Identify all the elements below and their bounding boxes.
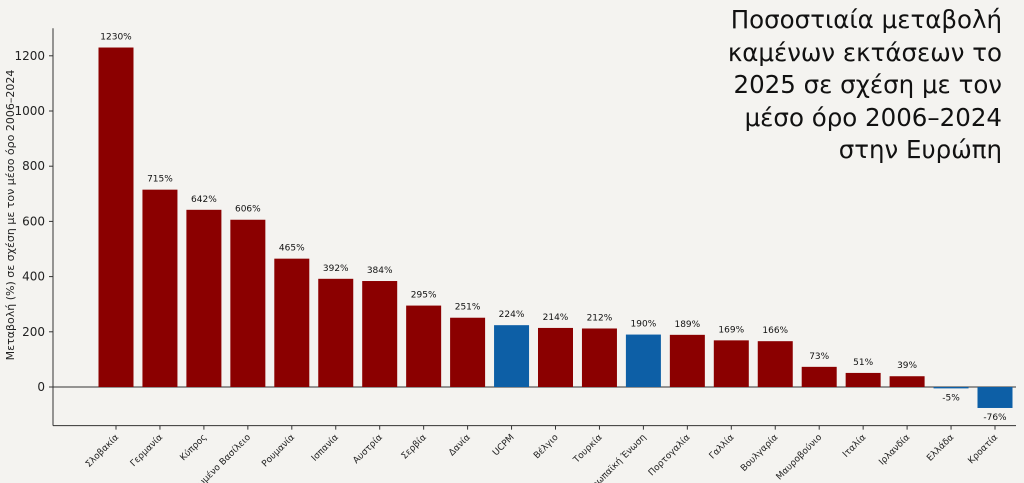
bar (450, 317, 486, 387)
x-tick-label: Γαλλία (708, 433, 737, 462)
bar (625, 334, 661, 387)
bar-value-label: 212% (587, 313, 613, 323)
bar-value-label: 392% (323, 264, 349, 274)
x-tick-label: UCPM (491, 433, 517, 459)
bar-value-label: -76% (983, 413, 1007, 423)
y-axis: 0 200 400 600 800 1000 1200 (14, 28, 54, 426)
chart-title-line: καμένων εκτάσεων το (727, 37, 1002, 67)
bar-value-label: 190% (631, 320, 657, 330)
x-tick-label: Κύπρος (178, 432, 209, 463)
bar-value-label: 715% (147, 175, 173, 185)
chart-title-line: στην Ευρώπη (838, 135, 1002, 164)
y-tick-label: 600 (22, 214, 45, 228)
x-tick-label: Βέλγιο (531, 432, 561, 462)
y-tick-label: 0 (37, 380, 45, 394)
x-tick-label: Σλοβακία (84, 433, 121, 470)
bar (845, 372, 881, 387)
bar (538, 327, 573, 387)
bar (581, 328, 617, 387)
x-tick-label: Ρουμανία (260, 433, 297, 470)
bar (494, 325, 530, 387)
bar (757, 341, 793, 387)
x-tick-label: Σερβία (400, 433, 429, 462)
x-tick-label: Τουρκία (571, 433, 604, 466)
bar-value-label: 295% (411, 291, 437, 301)
y-tick-label: 400 (22, 270, 45, 284)
y-tick-label: 1200 (14, 49, 45, 63)
bar-value-label: -5% (942, 393, 960, 403)
x-tick-label: Ισπανία (310, 433, 341, 464)
bar (889, 376, 925, 387)
x-tick-label: Πορτογαλία (647, 433, 693, 479)
x-tick-label: Ελλάδα (925, 433, 956, 464)
bar (933, 387, 969, 389)
x-tick-label: Ιρλανδία (877, 433, 912, 468)
x-tick-label: Μαυροβούνιο (774, 432, 825, 483)
bar (98, 47, 134, 388)
bar-value-label: 642% (191, 195, 217, 205)
y-tick-label: 800 (22, 159, 45, 173)
bar-value-label: 465% (279, 244, 305, 254)
y-tick-label: 200 (22, 325, 45, 339)
x-tick-label: Αυστρία (351, 433, 384, 466)
bar (713, 340, 749, 387)
bar-value-label: 214% (543, 313, 569, 323)
bar (406, 305, 442, 387)
bar (274, 258, 310, 387)
bar (362, 281, 398, 387)
bar-value-label: 39% (897, 361, 917, 371)
bar-value-label: 189% (674, 320, 700, 330)
bar (142, 189, 178, 387)
bar-value-label: 51% (853, 358, 873, 368)
bar-value-label: 251% (455, 303, 481, 313)
x-tick-label: Κροατία (967, 433, 1001, 467)
chart-title-line: 2025 σε σχέση με τον (733, 70, 1002, 99)
bar-value-label: 1230% (100, 33, 132, 43)
x-tick-label: Βουλγαρία (739, 433, 780, 474)
bar-value-label: 384% (367, 266, 393, 276)
bar (318, 278, 354, 387)
chart-title-line: μέσο όρο 2006–2024 (744, 102, 1002, 132)
bar (801, 366, 837, 387)
x-tick-label: Ιταλία (841, 433, 868, 460)
bar-value-label: 73% (809, 352, 829, 362)
bars-group (53, 47, 1016, 408)
x-tick-label: Γερμανία (129, 433, 165, 469)
chart-title-line: Ποσοστιαία μεταβολή (730, 5, 1002, 34)
bar-value-label: 224% (499, 310, 525, 320)
bar-value-label: 606% (235, 205, 261, 215)
value-labels-group: 1230% 715% 642% 606% 465% 392% 384% 295% 251% 224… (100, 33, 1007, 423)
bar (230, 219, 266, 387)
chart-title: Ποσοστιαία μεταβολή καμένων εκτάσεων το … (642, 4, 1002, 167)
bar-value-label: 169% (718, 325, 744, 335)
bar (186, 209, 222, 387)
bar (669, 334, 705, 387)
bar-value-label: 166% (762, 326, 788, 336)
bar (977, 387, 1013, 408)
y-axis-label: Μεταβολή (%) σε σχέση με τον μέσο όρο 20… (4, 70, 17, 361)
x-tick-label: Δανία (447, 433, 473, 459)
y-tick-label: 1000 (14, 104, 45, 118)
